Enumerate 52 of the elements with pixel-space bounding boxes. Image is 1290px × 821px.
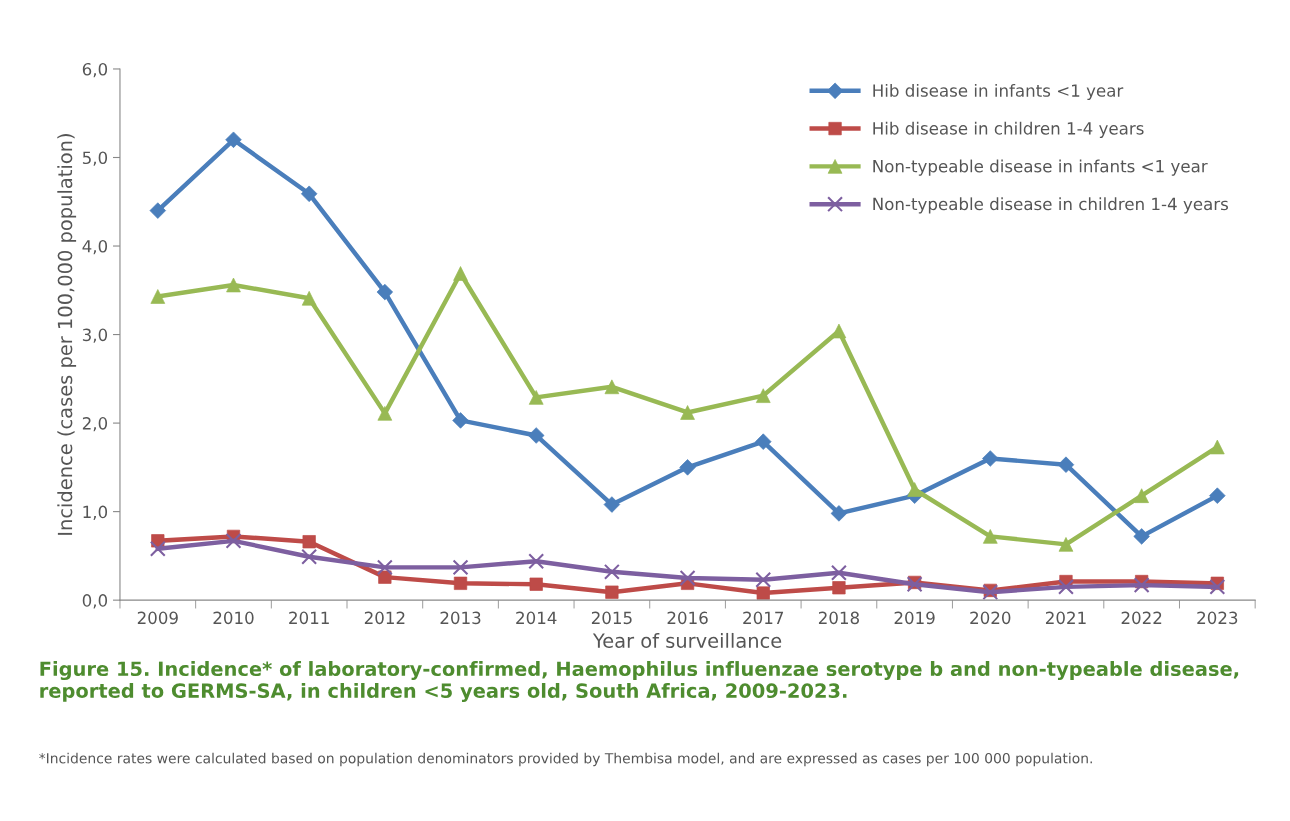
point [679, 570, 696, 586]
point [149, 202, 167, 219]
y-tick-label: 4,0 [82, 239, 108, 255]
x-tick-label: 2014 [516, 611, 557, 625]
y-tick-label: 0,0 [82, 594, 108, 609]
point [225, 131, 242, 148]
x-tick-label: 2023 [1197, 611, 1238, 625]
point [830, 505, 848, 522]
text: Figure 15. Incidence* of laboratory-confirmed, Haemophilus influenzae serotype b and non-typeable disease, reported to GERMS-SA, in children <5 years old, South Africa, 2009-2023. [40, 661, 1239, 702]
x-tick-label: 2018 [818, 611, 859, 625]
point [225, 532, 242, 549]
x-tick-label: 2013 [440, 611, 481, 625]
legend-label: Non-typeable disease in infants <1 year [873, 159, 1208, 176]
point [755, 571, 772, 588]
point [830, 564, 847, 581]
x-tick-label: 2021 [1045, 611, 1086, 625]
x-tick-label: 2019 [894, 611, 935, 625]
x-tick-label: 2010 [213, 611, 254, 625]
y-tick-label: 3,0 [82, 328, 108, 343]
point [376, 559, 393, 576]
y-axis-title: Incidence (cases per 100,000 population) [57, 134, 77, 535]
point [1209, 578, 1226, 595]
point [1134, 488, 1149, 503]
legend-label: Non-typeable disease in children 1-4 years [873, 197, 1228, 214]
x-tick-label: 2017 [743, 611, 784, 625]
point [1133, 577, 1150, 594]
x-tick-label: 2011 [289, 611, 329, 625]
point [301, 548, 318, 565]
x-tick-label: 2022 [1121, 611, 1162, 625]
y-tick-label: 6,0 [82, 62, 108, 78]
point [1057, 456, 1075, 473]
legend-label: Hib disease in infants <1 year [873, 83, 1124, 101]
point [452, 559, 469, 576]
point [982, 450, 999, 467]
y-tick-label: 1,0 [83, 505, 108, 520]
y-tick-label: 5,0 [82, 151, 108, 166]
point [149, 540, 166, 557]
point [528, 553, 545, 570]
legend-label: Hib disease in children 1-4 years [873, 121, 1144, 138]
x-tick-label: 2015 [591, 611, 632, 625]
point [755, 388, 771, 403]
x-tick-label: 2012 [364, 611, 405, 625]
x-tick-label: 2020 [970, 611, 1011, 625]
point [603, 563, 620, 580]
x-tick-label: 2016 [667, 611, 708, 625]
point [302, 535, 316, 549]
point [756, 586, 770, 600]
x-tick-label: 2009 [137, 611, 178, 625]
x-axis-title: Year of surveillance [592, 632, 782, 648]
text: *Incidence rates were calculated based on population denominators provided by Thembisa model, and are expressed as cases per 100 000 population. [39, 752, 1092, 767]
point [1057, 578, 1074, 595]
y-tick-label: 2,0 [82, 417, 108, 432]
